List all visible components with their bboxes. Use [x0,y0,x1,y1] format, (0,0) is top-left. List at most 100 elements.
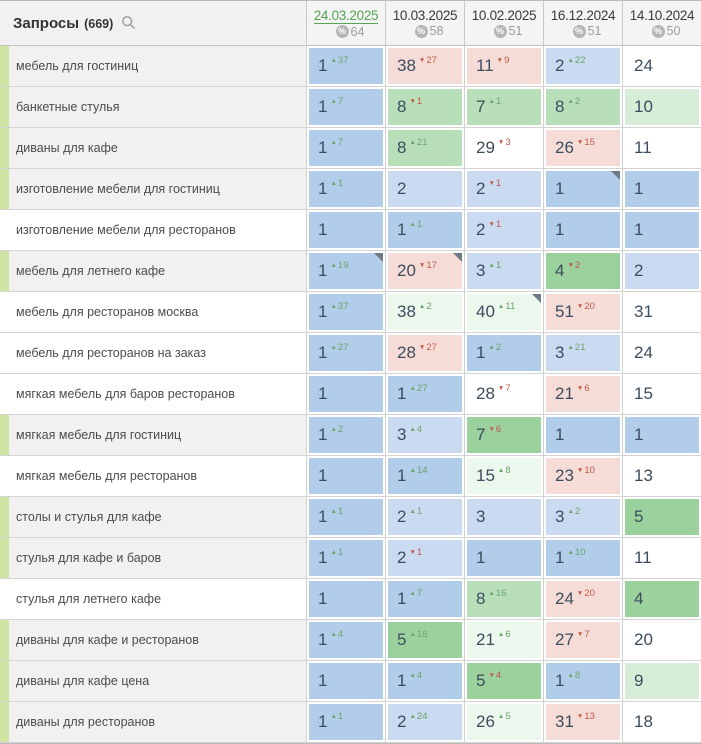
position-cell[interactable]: 1 ▲ 7 [306,87,385,127]
position-cell[interactable]: 2 ▼ 1 [464,169,543,209]
keyword-cell[interactable]: столы и стулья для кафе [0,497,306,537]
position-cell[interactable]: 1 [306,210,385,250]
keyword-cell[interactable]: мягкая мебель для гостиниц [0,415,306,455]
date-link[interactable]: 10.03.2025 [392,8,458,23]
position-cell[interactable]: 2 ▲ 24 [385,702,464,742]
position-cell[interactable]: 1 ▲ 4 [385,661,464,701]
date-column-header[interactable]: 16.12.2024 % 51 [543,1,622,45]
date-column-header[interactable]: 10.03.2025 % 58 [385,1,464,45]
position-cell[interactable]: 1 ▲ 1 [306,169,385,209]
position-cell[interactable]: 3 ▲ 1 [464,251,543,291]
position-cell[interactable]: 1 ▲ 7 [385,579,464,619]
position-cell[interactable]: 1 ▲ 1 [385,210,464,250]
position-cell[interactable]: 8 ▼ 1 [385,87,464,127]
position-cell[interactable]: 21 ▲ 6 [464,620,543,660]
position-cell[interactable]: 38 ▼ 27 [385,46,464,86]
keyword-cell[interactable]: диваны для ресторанов [0,702,306,742]
position-cell[interactable]: 1 [543,169,622,209]
position-cell[interactable]: 40 ▲ 11 [464,292,543,332]
position-cell[interactable]: 31 ▼ 13 [543,702,622,742]
position-cell[interactable]: 1 ▲ 19 [306,251,385,291]
position-cell[interactable]: 1 [543,415,622,455]
position-cell[interactable]: 1 ▲ 2 [464,333,543,373]
position-cell[interactable]: 3 [464,497,543,537]
position-cell[interactable]: 2 ▲ 1 [385,497,464,537]
position-cell[interactable]: 21 ▼ 6 [543,374,622,414]
position-cell[interactable]: 2 ▼ 1 [464,210,543,250]
position-cell[interactable]: 24 ▼ 20 [543,579,622,619]
position-cell[interactable]: 1 ▲ 2 [306,415,385,455]
position-cell[interactable]: 2 [385,169,464,209]
position-cell[interactable]: 11 [622,538,701,578]
position-cell[interactable]: 1 ▲ 1 [306,538,385,578]
position-cell[interactable]: 28 ▼ 27 [385,333,464,373]
position-cell[interactable]: 11 ▼ 9 [464,46,543,86]
position-cell[interactable]: 1 ▲ 37 [306,46,385,86]
keyword-cell[interactable]: стулья для кафе и баров [0,538,306,578]
position-cell[interactable]: 15 [622,374,701,414]
position-cell[interactable]: 1 [622,415,701,455]
keyword-cell[interactable]: банкетные стулья [0,87,306,127]
position-cell[interactable]: 5 [622,497,701,537]
position-cell[interactable]: 28 ▼ 7 [464,374,543,414]
position-cell[interactable]: 27 ▼ 7 [543,620,622,660]
position-cell[interactable]: 1 ▲ 27 [385,374,464,414]
date-column-header[interactable]: 24.03.2025 % 64 [306,1,385,45]
date-link[interactable]: 14.10.2024 [629,8,695,23]
position-cell[interactable]: 1 ▲ 7 [306,128,385,168]
position-cell[interactable]: 9 [622,661,701,701]
keyword-cell[interactable]: диваны для кафе и ресторанов [0,620,306,660]
position-cell[interactable]: 1 ▲ 37 [306,292,385,332]
search-icon[interactable] [121,15,136,30]
position-cell[interactable]: 18 [622,702,701,742]
position-cell[interactable]: 24 [622,46,701,86]
keyword-cell[interactable]: мебель для ресторанов москва [0,292,306,332]
position-cell[interactable]: 1 [622,210,701,250]
position-cell[interactable]: 1 [622,169,701,209]
date-column-header[interactable]: 14.10.2024 % 50 [622,1,701,45]
position-cell[interactable]: 1 ▲ 27 [306,333,385,373]
position-cell[interactable]: 15 ▲ 8 [464,456,543,496]
keyword-cell[interactable]: диваны для кафе [0,128,306,168]
position-cell[interactable]: 1 ▲ 4 [306,620,385,660]
position-cell[interactable]: 31 [622,292,701,332]
date-column-header[interactable]: 10.02.2025 % 51 [464,1,543,45]
position-cell[interactable]: 20 [622,620,701,660]
position-cell[interactable]: 1 ▲ 1 [306,702,385,742]
position-cell[interactable]: 13 [622,456,701,496]
position-cell[interactable]: 1 [306,579,385,619]
position-cell[interactable]: 8 ▲ 2 [543,87,622,127]
position-cell[interactable]: 8 ▲ 16 [464,579,543,619]
position-cell[interactable]: 2 [622,251,701,291]
position-cell[interactable]: 2 ▲ 22 [543,46,622,86]
keyword-cell[interactable]: стулья для летнего кафе [0,579,306,619]
position-cell[interactable]: 1 [306,456,385,496]
position-cell[interactable]: 3 ▲ 21 [543,333,622,373]
position-cell[interactable]: 20 ▼ 17 [385,251,464,291]
keyword-cell[interactable]: мебель для ресторанов на заказ [0,333,306,373]
position-cell[interactable]: 1 [306,661,385,701]
position-cell[interactable]: 23 ▼ 10 [543,456,622,496]
position-cell[interactable]: 3 ▲ 4 [385,415,464,455]
keyword-cell[interactable]: диваны для кафе цена [0,661,306,701]
position-cell[interactable]: 38 ▲ 2 [385,292,464,332]
position-cell[interactable]: 1 [543,210,622,250]
position-cell[interactable]: 5 ▼ 4 [464,661,543,701]
position-cell[interactable]: 1 ▲ 1 [306,497,385,537]
position-cell[interactable]: 26 ▲ 5 [464,702,543,742]
position-cell[interactable]: 11 [622,128,701,168]
date-link[interactable]: 16.12.2024 [550,8,616,23]
position-cell[interactable]: 2 ▼ 1 [385,538,464,578]
keyword-cell[interactable]: мягкая мебель для ресторанов [0,456,306,496]
position-cell[interactable]: 7 ▲ 1 [464,87,543,127]
position-cell[interactable]: 26 ▼ 15 [543,128,622,168]
keyword-cell[interactable]: мебель для летнего кафе [0,251,306,291]
position-cell[interactable]: 5 ▲ 16 [385,620,464,660]
position-cell[interactable]: 4 ▼ 2 [543,251,622,291]
position-cell[interactable]: 1 ▲ 14 [385,456,464,496]
position-cell[interactable]: 29 ▼ 3 [464,128,543,168]
position-cell[interactable]: 24 [622,333,701,373]
position-cell[interactable]: 51 ▼ 20 [543,292,622,332]
keyword-cell[interactable]: изготовление мебели для ресторанов [0,210,306,250]
position-cell[interactable]: 1 [464,538,543,578]
